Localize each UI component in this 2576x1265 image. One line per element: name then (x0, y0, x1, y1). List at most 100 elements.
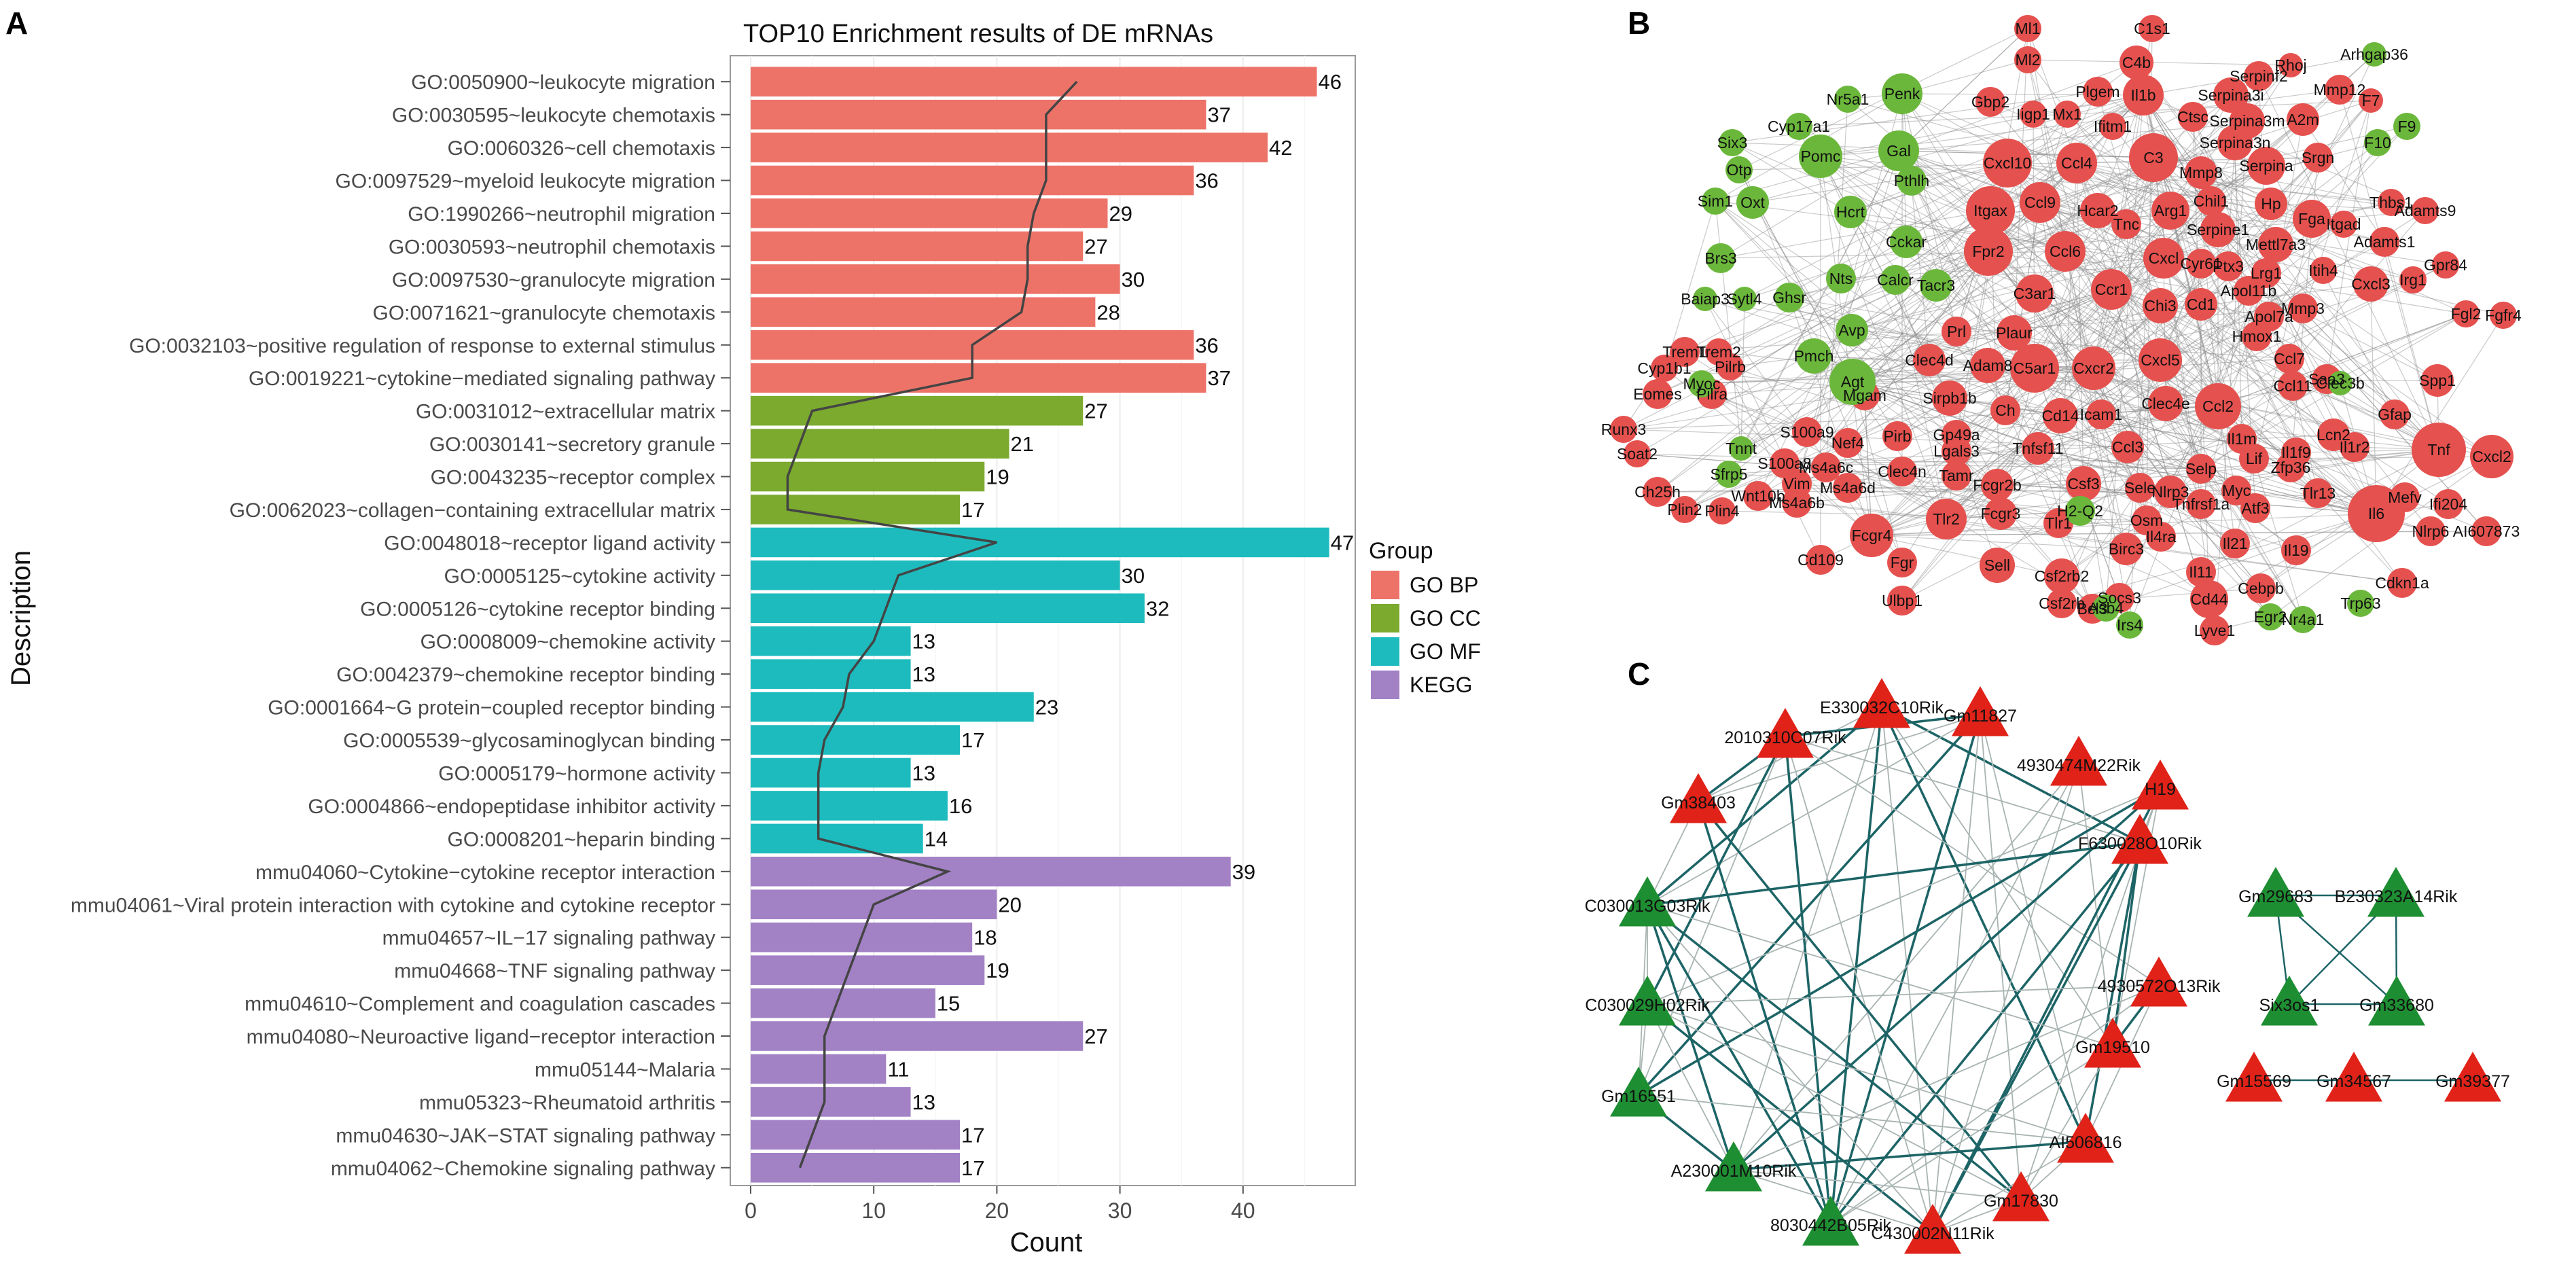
network-node (2151, 192, 2189, 230)
edge (1806, 431, 2130, 626)
category-label: GO:0001664~G protein−coupled receptor bi… (268, 697, 715, 719)
network-node (1792, 417, 1822, 447)
edge (1956, 450, 2202, 469)
legend-swatch (1371, 571, 1399, 599)
bar-value-label: 28 (1096, 300, 1120, 324)
node-label: Mettl7a3 (2246, 236, 2306, 253)
network-node (2412, 197, 2439, 224)
network-node (2091, 269, 2132, 310)
edge (2007, 162, 2127, 550)
bar (751, 988, 935, 1018)
node-label: Pthlh (1894, 172, 1929, 190)
edge (2111, 172, 2202, 290)
network-node (2043, 398, 2078, 433)
bar (751, 1087, 911, 1117)
network-node (2054, 101, 2081, 128)
network-node (2148, 386, 2183, 421)
edge (2093, 157, 2154, 369)
network-node (2190, 580, 2228, 618)
network-node (2072, 346, 2115, 390)
node-label: Mmp3 (2281, 300, 2325, 317)
network-node (2353, 266, 2389, 302)
network-node (2470, 435, 2514, 478)
network-node (2111, 209, 2141, 239)
edge (1932, 764, 2079, 1233)
network-node (2276, 452, 2306, 482)
network-node (2125, 473, 2155, 503)
network-node (2421, 364, 2454, 397)
node-label: Cd109 (1797, 551, 1844, 569)
edge (1852, 381, 1903, 563)
edge (1785, 736, 1933, 1233)
network-node (2452, 300, 2480, 327)
node-label: Cyp17a1 (1768, 118, 1830, 135)
bar (751, 626, 911, 656)
node-label: Lrg1 (2251, 264, 2282, 282)
edge (2111, 165, 2267, 290)
node-label: Nef4 (1831, 434, 1865, 452)
network-node (2186, 489, 2216, 519)
category-label: GO:0097529~myeloid leukocyte migration (336, 171, 715, 193)
bar (751, 527, 1329, 558)
edge (2007, 94, 2144, 164)
edge (1757, 180, 1912, 497)
node-label: Sele (2124, 479, 2155, 497)
network-node (2092, 594, 2119, 622)
edge (2027, 59, 2127, 550)
edge (1820, 156, 2256, 509)
node-label: Cyp1b1 (1637, 359, 1691, 377)
bar-value-label: 19 (986, 465, 1009, 489)
network-node (2287, 103, 2319, 136)
node-label: Chi3 (2144, 297, 2176, 315)
node-label: Gpr84 (2424, 256, 2467, 274)
node-label: Hmox1 (2232, 327, 2282, 345)
network-node (1610, 1067, 1667, 1117)
node-label: Serpina3m (2209, 112, 2285, 130)
network-node (2186, 454, 2216, 484)
network-node (1834, 196, 1867, 228)
category-label: GO:0060326~cell chemotaxis (448, 137, 715, 160)
edge (1647, 904, 2113, 1047)
edge (2100, 224, 2344, 415)
edge (1880, 706, 2087, 1142)
network-node (1880, 265, 1910, 295)
legend-label: GO BP (1410, 573, 1478, 597)
node-label: Thbs1 (2369, 194, 2413, 211)
network-node (2047, 588, 2077, 618)
edge (1881, 705, 2141, 844)
legend-title: Group (1369, 538, 1433, 564)
network-node (2347, 590, 2374, 617)
node-label: Mgam (1843, 387, 1886, 404)
network-node (1990, 395, 2020, 425)
network-node (2111, 431, 2144, 463)
category-label: GO:0005179~hormone activity (438, 762, 715, 785)
edge (2093, 94, 2232, 369)
edge (2258, 75, 2439, 450)
edge (1990, 210, 2164, 259)
node-label: S100a8 (1757, 455, 1811, 472)
edge (2143, 94, 2304, 620)
bar-value-label: 13 (912, 662, 935, 686)
edge (1935, 285, 2297, 551)
bar-value-label: 14 (925, 827, 948, 851)
network-node (2066, 466, 2101, 501)
edge (1852, 381, 2171, 493)
network-node (1610, 416, 1637, 443)
node-label: Sim1 (1698, 192, 1733, 210)
node-label: A2m (2287, 111, 2319, 128)
network-node (1904, 1204, 1961, 1254)
node-label: S100a9 (1780, 423, 1833, 441)
network-node (2132, 760, 2189, 810)
edge (1881, 706, 1933, 1233)
edge (1895, 279, 1998, 566)
network-node (2083, 77, 2113, 107)
network-node (2146, 522, 2176, 552)
network-node (2303, 478, 2333, 508)
node-label: Gal (1886, 142, 1911, 160)
node-label: Fcgr2b (1973, 476, 2022, 494)
node-label: Itih4 (2308, 262, 2338, 279)
network-node (1709, 497, 1736, 524)
network-node (2086, 399, 2116, 429)
edge (1852, 251, 1989, 382)
network-node (2111, 814, 2168, 864)
